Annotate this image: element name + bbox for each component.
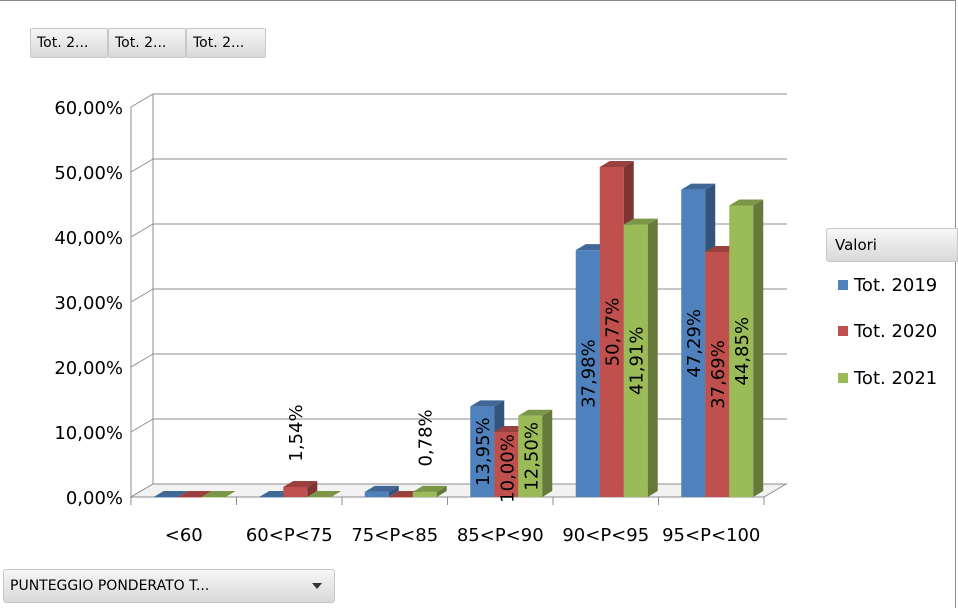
bar-top [307,491,342,497]
y-tick-label: 60,00% [54,98,123,119]
bar-front [575,250,600,497]
gridline-side [130,353,154,368]
bar-side [436,485,447,497]
bar-top [470,400,505,407]
bar-front [681,189,706,498]
bar-top [599,160,634,167]
data-label: 37,98% [579,339,600,408]
bar-side [307,480,318,497]
bar-front [599,166,624,497]
x-tick-label: 85<P<90 [457,525,544,546]
y-tick-label: 50,00% [54,163,123,184]
x-tick-label: 60<P<75 [246,525,333,546]
filter-dropdown-button[interactable]: PUNTEGGIO PONDERATO T... [3,569,335,603]
x-tick-label: 75<P<85 [351,525,438,546]
y-tick-label: 10,00% [54,423,123,444]
gridline-side [130,93,154,108]
data-label: 41,91% [627,326,648,395]
bar-front [307,497,332,498]
bar-side [388,485,399,497]
bar-front [388,497,413,498]
legend-label-2021: Tot. 2021 [854,368,938,389]
bar-top [153,491,188,497]
bar-front [494,432,519,497]
bar-side [542,409,553,497]
y-tick-label: 30,00% [54,293,123,314]
data-label: 0,78% [416,409,437,466]
data-label: 13,95% [473,417,494,486]
chevron-down-icon [312,583,322,589]
bar-front [201,497,226,498]
y-tick-label: 20,00% [54,358,123,379]
field-button-tot-2021[interactable]: Tot. 2... [186,28,266,58]
gridline-side [130,288,154,303]
bar-top [177,491,212,497]
bar-top [201,491,236,497]
bar-top [364,485,399,492]
gridline-side [130,223,154,238]
bar-top [283,480,318,487]
legend-item-tot-2020: Tot. 2020 [838,320,937,344]
bar-side [647,218,658,497]
legend-label-2019: Tot. 2019 [854,275,938,296]
legend-swatch-2019 [838,280,848,290]
bar-front [283,486,308,497]
legend-swatch-2021 [838,373,848,383]
bar-front [518,415,543,497]
bar-top [412,485,447,492]
data-label: 10,00% [497,434,518,503]
bar-front [153,497,178,498]
y-tick-label: 0,00% [66,488,123,509]
gridline-side [130,418,154,433]
legend-item-tot-2021: Tot. 2021 [838,367,937,391]
data-label: 47,29% [684,309,705,378]
bar-side [753,199,764,497]
data-label: 37,69% [708,340,729,409]
x-tick-label: 95<P<100 [662,525,760,546]
bar-top [681,183,716,190]
bar-front [623,224,648,497]
x-tick-label: <60 [165,525,203,546]
bar-top [623,218,658,225]
bar-front [412,491,437,497]
field-button-tot-2020[interactable]: Tot. 2... [108,28,186,58]
bar-front [470,406,495,497]
legend-item-tot-2019: Tot. 2019 [838,274,937,298]
bar-top [729,199,764,206]
gridline-side [130,158,154,173]
y-tick-label: 40,00% [54,228,123,249]
bar-front [364,491,389,497]
legend-label-2020: Tot. 2020 [854,321,938,342]
bar-front [729,205,754,497]
legend-title[interactable]: Valori [826,228,958,262]
filter-label: PUNTEGGIO PONDERATO T... [10,578,210,594]
bar-top [518,409,553,416]
field-button-tot-2019[interactable]: Tot. 2... [30,28,108,58]
legend-swatch-2020 [838,326,848,336]
data-label: 44,85% [732,317,753,386]
data-label: 50,77% [603,298,624,367]
bar-front [259,497,284,498]
bar-front [177,497,202,498]
data-label: 1,54% [286,404,307,461]
bar-front [705,252,730,497]
x-tick-label: 90<P<95 [562,525,649,546]
data-label: 12,50% [521,422,542,491]
